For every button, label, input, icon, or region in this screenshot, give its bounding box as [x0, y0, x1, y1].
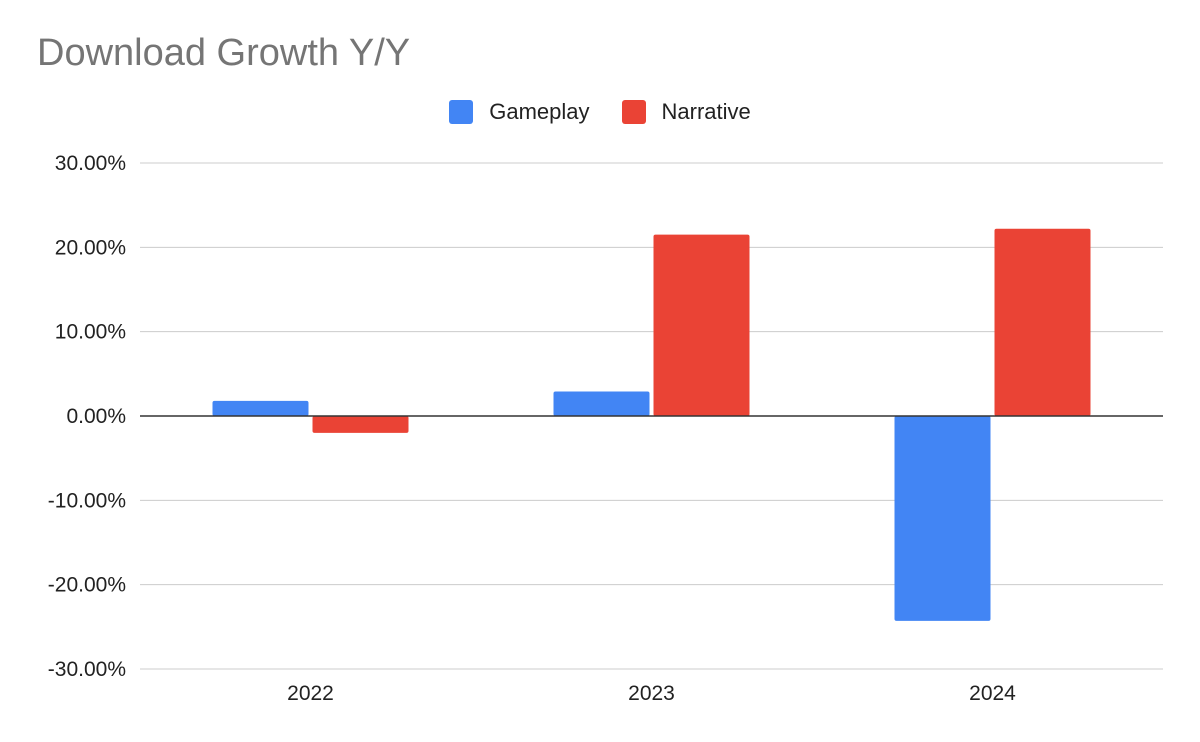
- x-axis-tick-labels: 2022 2023 2024: [287, 682, 1016, 705]
- legend-label-gameplay: Gameplay: [489, 99, 590, 124]
- y-axis-tick-labels: 30.00% 20.00% 10.00% 0.00% -10.00% -20.00% -30…: [48, 152, 126, 681]
- y-tick-label: -10.00%: [48, 489, 126, 512]
- bars: [212, 228, 1091, 621]
- legend-item-narrative[interactable]: Narrative: [621, 99, 751, 125]
- y-tick-label: 30.00%: [55, 152, 126, 175]
- y-tick-label: -20.00%: [48, 574, 126, 597]
- y-tick-label: 20.00%: [55, 236, 126, 259]
- legend-label-narrative: Narrative: [661, 99, 751, 124]
- bar-gameplay-2023[interactable]: [553, 391, 650, 416]
- chart-legend: Gameplay Narrative: [0, 99, 1200, 125]
- y-tick-label: -30.00%: [48, 658, 126, 681]
- gridlines: [140, 162, 1163, 670]
- x-tick-label: 2024: [969, 682, 1016, 705]
- x-tick-label: 2022: [287, 682, 334, 705]
- y-tick-label: 10.00%: [55, 321, 126, 344]
- bar-narrative-2022[interactable]: [312, 416, 409, 433]
- chart-title: Download Growth Y/Y: [37, 32, 411, 74]
- bar-narrative-2024[interactable]: [994, 228, 1091, 416]
- y-tick-label: 0.00%: [66, 405, 126, 428]
- legend-swatch-gameplay: [449, 100, 474, 124]
- legend-swatch-narrative: [621, 100, 646, 124]
- bar-narrative-2023[interactable]: [653, 234, 750, 416]
- x-tick-label: 2023: [628, 682, 675, 705]
- bar-gameplay-2024[interactable]: [894, 416, 991, 621]
- legend-item-gameplay[interactable]: Gameplay: [449, 99, 590, 125]
- bar-gameplay-2022[interactable]: [212, 400, 309, 416]
